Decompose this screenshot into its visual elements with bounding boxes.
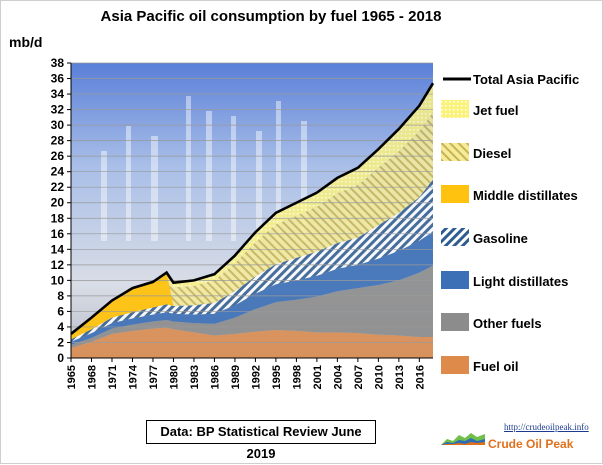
y-tick-label: 0 bbox=[57, 351, 64, 365]
legend-swatch-other-fuels bbox=[441, 313, 469, 331]
y-tick-label: 34 bbox=[51, 87, 65, 101]
x-tick-label: 1974 bbox=[127, 364, 139, 389]
logo-url[interactable]: http://crudeoilpeak.info bbox=[504, 422, 589, 432]
x-tick-label: 1977 bbox=[148, 365, 160, 389]
area-gasoline bbox=[71, 179, 433, 342]
y-tick-label: 12 bbox=[51, 258, 65, 272]
stacked-areas bbox=[71, 83, 433, 358]
y-tick-label: 38 bbox=[51, 56, 65, 70]
x-tick-label: 2010 bbox=[373, 365, 385, 389]
legend-label-gasoline: Gasoline bbox=[473, 231, 528, 246]
legend-label-other-fuels: Other fuels bbox=[473, 316, 542, 331]
y-tick-label: 20 bbox=[51, 196, 65, 210]
logo-name: Crude Oil Peak bbox=[488, 437, 574, 451]
y-tick-label: 6 bbox=[57, 304, 64, 318]
area-fuel-oil bbox=[71, 327, 433, 358]
legend-swatch-middle-distillates bbox=[441, 185, 469, 203]
gridlines bbox=[71, 62, 433, 343]
logo-icon bbox=[439, 429, 487, 447]
x-tick-label: 1980 bbox=[168, 365, 180, 389]
series-line-total-asia-pacific bbox=[70, 82, 435, 335]
legend-swatch-fuel-oil bbox=[441, 356, 469, 374]
legend-label-diesel: Diesel bbox=[473, 146, 511, 161]
y-tick-label: 24 bbox=[51, 165, 65, 179]
x-tick-label: 1965 bbox=[66, 365, 78, 389]
x-tick-label: 2016 bbox=[414, 365, 426, 389]
chart-title: Asia Pacific oil consumption by fuel 196… bbox=[100, 8, 442, 25]
legend-swatch-jet-fuel bbox=[441, 100, 469, 118]
x-tick-label: 1989 bbox=[230, 365, 242, 389]
x-tick-label: 1971 bbox=[107, 365, 119, 389]
legend-label-jet-fuel: Jet fuel bbox=[473, 103, 519, 118]
legend-swatch-gasoline bbox=[441, 228, 469, 246]
area-diesel bbox=[71, 112, 433, 334]
legend-label-middle-distillates: Middle distillates bbox=[473, 188, 578, 203]
y-tick-label: 16 bbox=[51, 227, 65, 241]
total-line bbox=[70, 82, 435, 335]
y-tick-label: 14 bbox=[51, 242, 65, 256]
legend-label-total-asia-pacific: Total Asia Pacific bbox=[473, 72, 579, 87]
x-tick-label: 1992 bbox=[250, 365, 262, 389]
y-tick-label: 18 bbox=[51, 211, 65, 225]
background-photo-silhouette bbox=[101, 96, 307, 241]
legend-swatch-diesel bbox=[441, 143, 469, 161]
y-tick-label: 8 bbox=[57, 289, 64, 303]
area-other-fuels bbox=[71, 265, 433, 348]
area-light-distillates bbox=[71, 231, 433, 345]
y-tick-label: 2 bbox=[57, 335, 64, 349]
x-tick-label: 2001 bbox=[312, 365, 324, 389]
x-tick-label: 1995 bbox=[271, 365, 283, 389]
y-tick-label: 10 bbox=[51, 273, 65, 287]
y-tick-label: 22 bbox=[51, 180, 65, 194]
source-note: Data: BP Statistical Review June 2019 bbox=[146, 420, 376, 461]
x-tick-label: 1983 bbox=[189, 365, 201, 389]
x-tick-label: 1986 bbox=[209, 365, 221, 389]
x-tick-label: 2007 bbox=[353, 365, 365, 389]
legend-swatch-light-distillates bbox=[441, 271, 469, 289]
legend-label-light-distillates: Light distillates bbox=[473, 274, 568, 289]
y-tick-label: 36 bbox=[51, 72, 65, 86]
y-tick-label: 32 bbox=[51, 103, 65, 117]
x-tick-label: 1998 bbox=[291, 365, 303, 389]
legend: Total Asia Pacific Jet fuel Diesel Middle d… bbox=[441, 72, 579, 374]
legend-label-fuel-oil: Fuel oil bbox=[473, 359, 519, 374]
y-axis-label: mb/d bbox=[9, 34, 43, 50]
area-middle-distillates bbox=[71, 179, 433, 340]
x-tick-label: 2004 bbox=[332, 364, 344, 389]
x-tick-label: 2013 bbox=[394, 365, 406, 389]
y-tick-label: 28 bbox=[51, 134, 65, 148]
y-tick-label: 26 bbox=[51, 149, 65, 163]
y-tick-label: 4 bbox=[57, 320, 64, 334]
x-tick-label: 1968 bbox=[86, 365, 98, 389]
y-tick-label: 30 bbox=[51, 118, 65, 132]
